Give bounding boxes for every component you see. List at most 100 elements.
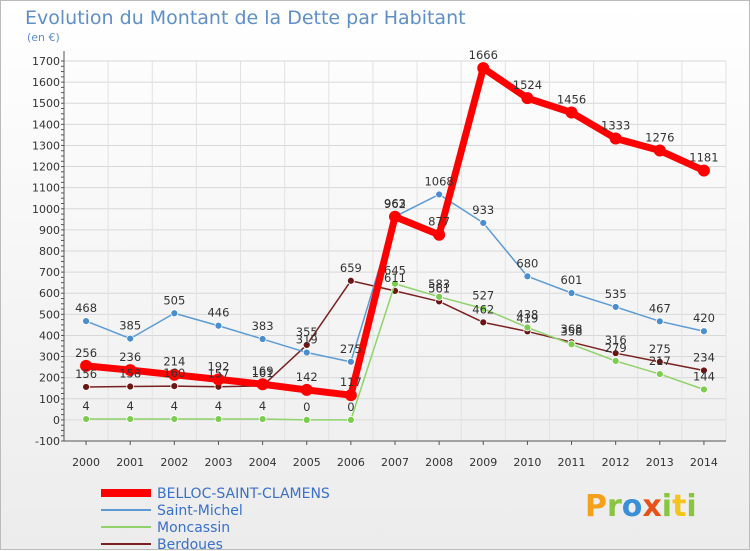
data-point <box>653 144 666 157</box>
chart-unit-label: (en €) <box>27 31 60 44</box>
data-point <box>302 341 311 349</box>
data-point <box>655 370 664 378</box>
data-label: 659 <box>340 261 362 275</box>
data-label: 160 <box>163 366 185 380</box>
chart-title: Evolution du Montant de la Dette par Hab… <box>25 7 466 29</box>
data-label: 1666 <box>469 48 498 62</box>
y-tick-label: 1400 <box>32 118 60 131</box>
data-point <box>567 289 576 297</box>
x-tick-label: 2009 <box>469 456 497 469</box>
data-label: 583 <box>428 277 450 291</box>
data-point <box>212 373 225 386</box>
y-tick-label: 800 <box>39 245 60 258</box>
data-point <box>479 304 488 313</box>
data-label: 1524 <box>513 78 542 92</box>
y-tick-label: 700 <box>39 266 60 279</box>
data-label: 438 <box>516 307 538 321</box>
series-lines <box>80 62 710 424</box>
y-tick-label: 400 <box>39 329 60 342</box>
data-point <box>611 357 620 365</box>
data-labels: 156 158 160 157 1613556596115614624193683162… <box>75 48 718 414</box>
data-label: 963 <box>384 197 406 211</box>
y-tick-label: 0 <box>53 414 60 427</box>
data-label: 236 <box>119 350 141 364</box>
data-label: 4 <box>171 399 178 413</box>
data-point <box>82 415 90 423</box>
y-tick-label: 1100 <box>32 182 60 195</box>
data-point <box>346 357 355 366</box>
data-point <box>477 62 490 75</box>
x-tick-label: 2011 <box>558 456 586 469</box>
data-label: 158 <box>119 367 141 381</box>
x-tick-label: 2001 <box>116 456 144 469</box>
data-point <box>435 292 444 301</box>
data-label: 256 <box>75 346 97 360</box>
data-label: 1181 <box>689 151 718 165</box>
data-label: 234 <box>693 350 715 364</box>
data-label: 144 <box>693 369 715 383</box>
data-label: 467 <box>649 301 671 315</box>
data-point <box>256 378 269 391</box>
logo-letter: r <box>607 489 622 524</box>
data-label: 192 <box>207 359 229 373</box>
data-point <box>258 415 267 423</box>
data-label: 1068 <box>424 174 453 188</box>
y-tick-label: 1600 <box>32 76 60 89</box>
data-point <box>126 382 135 391</box>
legend-label: Saint-Michel <box>157 503 243 519</box>
y-tick-label: 1500 <box>32 97 60 110</box>
data-label: 316 <box>605 333 627 347</box>
data-point <box>700 385 708 394</box>
data-label: 161 <box>252 366 274 380</box>
x-tick-label: 2013 <box>646 456 674 469</box>
data-label: 680 <box>516 256 538 270</box>
legend-label: Moncassin <box>157 520 230 536</box>
y-tick-label: 100 <box>39 393 60 406</box>
legend: BELLOC-SAINT-CLAMENSSaint-MichelMoncassi… <box>101 486 330 551</box>
logo-letter: o <box>622 489 643 524</box>
data-label: 561 <box>428 281 450 295</box>
axes: -100010020030040050060070080090010001100… <box>32 51 726 469</box>
logo-letter: t <box>672 489 686 524</box>
data-point <box>214 415 223 423</box>
data-label: 462 <box>472 302 494 316</box>
x-tick-label: 2000 <box>72 456 100 469</box>
data-point <box>82 383 90 391</box>
x-tick-label: 2008 <box>425 456 453 469</box>
data-point <box>389 210 401 223</box>
data-label: 527 <box>472 289 494 303</box>
data-label: 217 <box>649 354 671 368</box>
y-tick-label: 600 <box>39 287 60 300</box>
data-point <box>170 382 179 391</box>
data-point <box>523 272 532 281</box>
data-label: 877 <box>428 215 450 229</box>
data-label: 214 <box>163 355 185 369</box>
data-point <box>567 340 576 349</box>
data-point <box>655 357 664 366</box>
data-label: 535 <box>605 287 627 301</box>
x-tick-label: 2005 <box>293 456 321 469</box>
logo-letter: i <box>662 489 672 524</box>
data-point <box>302 348 311 357</box>
data-point <box>655 317 664 326</box>
y-tick-label: 1300 <box>32 139 60 152</box>
data-label: 4 <box>215 399 222 413</box>
data-label: 157 <box>207 367 229 381</box>
data-label: 0 <box>303 400 310 414</box>
data-label: 645 <box>384 264 406 278</box>
x-tick-label: 2003 <box>204 456 232 469</box>
data-point <box>168 368 181 381</box>
data-point <box>697 164 710 177</box>
data-point <box>300 383 313 396</box>
data-label: 383 <box>252 319 274 333</box>
data-point <box>126 415 135 423</box>
x-tick-label: 2012 <box>602 456 630 469</box>
data-label: 505 <box>163 293 185 307</box>
data-label: 319 <box>296 333 318 347</box>
data-point <box>479 318 488 327</box>
data-label: 962 <box>384 197 406 211</box>
data-point <box>700 327 708 336</box>
y-tick-label: 300 <box>39 351 60 364</box>
data-label: 601 <box>561 273 583 287</box>
